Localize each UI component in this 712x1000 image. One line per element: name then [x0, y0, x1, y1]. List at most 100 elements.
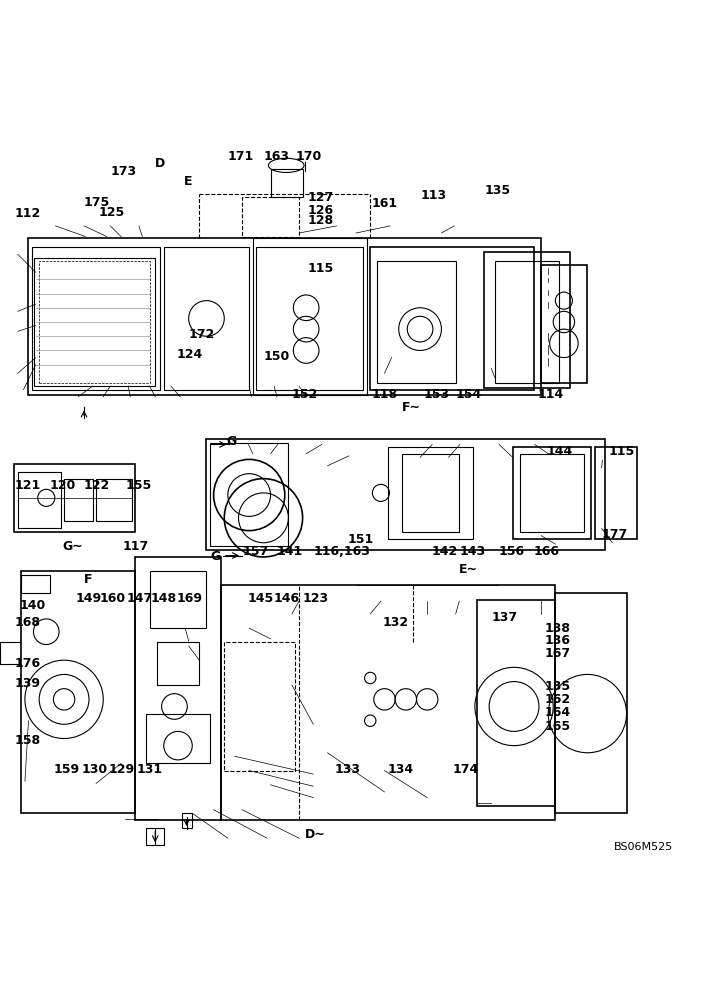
Bar	[595, 447, 637, 539]
Text: 174: 174	[452, 763, 478, 776]
Text: 147: 147	[127, 592, 153, 605]
Text: 144: 144	[547, 445, 573, 458]
Bar	[135, 557, 221, 820]
Text: 150: 150	[263, 350, 290, 363]
Text: 170: 170	[295, 150, 322, 163]
Bar	[64, 479, 93, 521]
Bar	[182, 813, 192, 828]
Text: 117: 117	[122, 540, 149, 553]
Text: 149: 149	[75, 592, 102, 605]
Bar	[21, 575, 50, 593]
Bar	[39, 261, 150, 383]
Text: 169: 169	[177, 592, 203, 605]
Text: 152: 152	[292, 388, 318, 401]
Text: 138: 138	[545, 622, 571, 635]
Bar	[224, 642, 295, 771]
Text: 172: 172	[189, 328, 215, 341]
Bar	[164, 247, 249, 390]
Bar	[256, 247, 363, 390]
Text: 148: 148	[151, 592, 177, 605]
Bar	[21, 571, 135, 813]
Text: 145: 145	[248, 592, 274, 605]
Text: 165: 165	[545, 720, 571, 733]
Text: 118: 118	[372, 388, 398, 401]
Text: 122: 122	[84, 479, 110, 492]
Bar	[28, 238, 541, 395]
Text: 146: 146	[273, 592, 300, 605]
Text: 135: 135	[484, 184, 511, 197]
Bar	[96, 479, 132, 521]
Text: BS06M525: BS06M525	[614, 842, 673, 852]
Bar	[495, 261, 559, 383]
Text: 134: 134	[388, 763, 414, 776]
Text: 126: 126	[308, 204, 334, 217]
Text: 166: 166	[534, 545, 560, 558]
Text: 156: 156	[498, 545, 525, 558]
Text: 163: 163	[263, 150, 290, 163]
Bar	[150, 571, 206, 628]
Text: G: G	[210, 550, 220, 563]
Text: 176: 176	[14, 657, 41, 670]
Bar	[253, 238, 367, 395]
Bar	[157, 642, 199, 685]
Text: 131: 131	[137, 763, 163, 776]
Text: 130: 130	[82, 763, 108, 776]
Text: 113: 113	[420, 189, 446, 202]
Text: 143: 143	[459, 545, 486, 558]
Text: 133: 133	[335, 763, 361, 776]
Text: F∼: F∼	[402, 401, 422, 414]
Text: 137: 137	[491, 611, 518, 624]
Text: 171: 171	[228, 150, 254, 163]
Bar	[146, 714, 210, 763]
Text: 151: 151	[347, 533, 374, 546]
Text: 161: 161	[372, 197, 398, 210]
Text: 112: 112	[14, 207, 41, 220]
Bar	[32, 247, 160, 390]
Bar	[402, 454, 459, 532]
Text: 127: 127	[308, 191, 334, 204]
Text: 141: 141	[276, 545, 303, 558]
Text: 155: 155	[125, 479, 152, 492]
Text: 160: 160	[100, 592, 126, 605]
Text: 175: 175	[84, 196, 110, 209]
Text: 154: 154	[456, 388, 482, 401]
Bar	[388, 447, 473, 539]
Bar	[477, 600, 555, 806]
Bar	[146, 828, 164, 845]
Text: 120: 120	[50, 479, 76, 492]
Bar	[271, 169, 303, 197]
Text: 125: 125	[98, 206, 125, 219]
Bar	[377, 261, 456, 383]
Text: G: G	[226, 435, 236, 448]
Text: 177: 177	[602, 528, 628, 541]
Text: 132: 132	[383, 616, 409, 629]
Text: 157: 157	[242, 545, 268, 558]
Text: 139: 139	[14, 677, 41, 690]
Bar	[484, 252, 570, 388]
Text: 164: 164	[545, 706, 571, 719]
Bar	[14, 464, 135, 532]
Bar	[18, 472, 61, 528]
Text: 168: 168	[14, 616, 41, 629]
Text: 140: 140	[20, 599, 46, 612]
Bar	[520, 454, 584, 532]
Text: 158: 158	[14, 734, 41, 747]
Text: F: F	[84, 573, 93, 586]
Text: 121: 121	[14, 479, 41, 492]
Bar	[541, 265, 587, 383]
Text: E∼: E∼	[459, 563, 478, 576]
Text: 135: 135	[545, 680, 571, 693]
Text: D: D	[155, 157, 165, 170]
Bar	[206, 439, 605, 550]
Text: 115: 115	[308, 262, 334, 275]
Text: 128: 128	[308, 214, 334, 227]
Text: D∼: D∼	[305, 828, 325, 841]
Text: 153: 153	[424, 388, 450, 401]
Bar	[555, 593, 627, 813]
Text: 167: 167	[545, 647, 571, 660]
Bar	[221, 585, 555, 820]
Bar	[370, 247, 534, 390]
Text: 116,163: 116,163	[313, 545, 370, 558]
Text: 173: 173	[110, 165, 137, 178]
Text: G∼: G∼	[63, 540, 83, 553]
